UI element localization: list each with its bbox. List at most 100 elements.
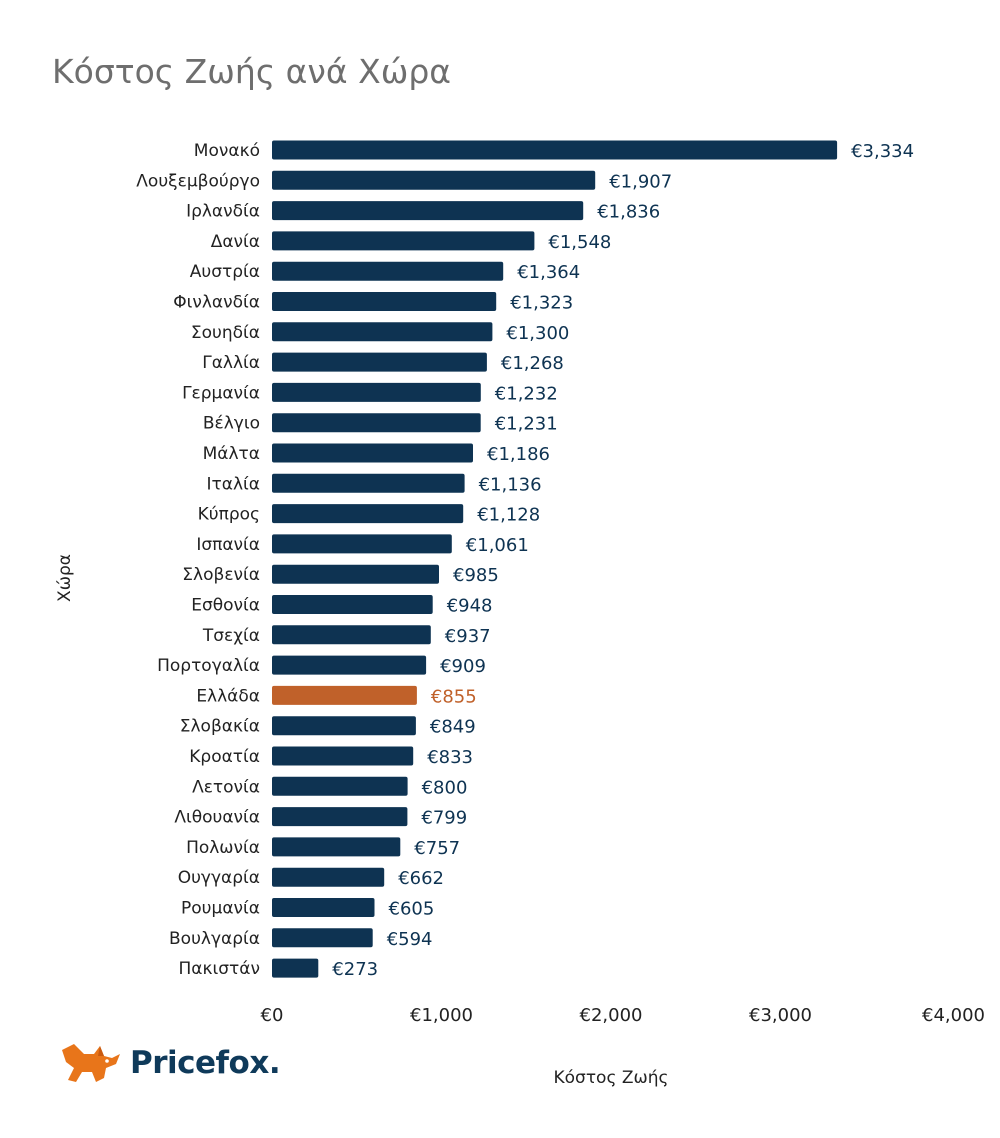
- value-label-6: €1,300: [506, 323, 569, 344]
- category-labels: Μονακό Λουξεμβούργο Ιρλανδία Δανία Αυστρία Φι…: [136, 141, 260, 979]
- x-tick-label-1: €1,000: [410, 1005, 473, 1026]
- value-label-0: €3,334: [851, 141, 914, 162]
- bar-22: [272, 807, 408, 827]
- category-label-12: Κύπρος: [198, 505, 260, 525]
- bar-10: [272, 443, 473, 463]
- bar-21: [272, 776, 408, 796]
- category-label-2: Ιρλανδία: [186, 202, 260, 222]
- category-label-20: Κροατία: [189, 747, 260, 767]
- value-label-5: €1,323: [510, 293, 573, 314]
- category-label-19: Σλοβακία: [180, 717, 260, 737]
- bar-4: [272, 261, 504, 281]
- x-tick-label-3: €3,000: [749, 1005, 812, 1026]
- bar-24: [272, 867, 385, 887]
- value-label-10: €1,186: [487, 444, 550, 465]
- value-label-2: €1,836: [597, 202, 660, 223]
- y-axis-title: Χώρα: [55, 554, 75, 602]
- bar-27: [272, 958, 319, 978]
- chart-title: Κόστος Ζωής ανά Χώρα: [52, 52, 452, 91]
- value-label-16: €937: [445, 626, 491, 647]
- value-label-14: €985: [453, 565, 499, 586]
- bar-26: [272, 928, 373, 948]
- x-tick-label-0: €0: [261, 1005, 284, 1026]
- category-label-4: Αυστρία: [190, 262, 260, 282]
- bar-9: [272, 413, 481, 433]
- value-label-23: €757: [414, 838, 460, 859]
- bar-13: [272, 534, 452, 554]
- category-label-8: Γερμανία: [182, 383, 260, 403]
- value-label-27: €273: [332, 959, 378, 980]
- pricefox-logo: Pricefox.: [60, 1040, 281, 1086]
- category-label-14: Σλοβενία: [182, 565, 260, 585]
- category-label-0: Μονακό: [194, 141, 260, 161]
- value-label-13: €1,061: [466, 535, 529, 556]
- logo-text: Pricefox.: [130, 1045, 281, 1081]
- value-label-12: €1,128: [477, 505, 540, 526]
- bar-25: [272, 898, 375, 917]
- bar-14: [272, 564, 439, 584]
- bar-19: [272, 716, 416, 736]
- value-label-15: €948: [447, 596, 493, 617]
- value-label-3: €1,548: [548, 232, 611, 253]
- bar-12: [272, 504, 464, 524]
- value-label-26: €594: [387, 929, 433, 950]
- x-axis-title: Κόστος Ζωής: [554, 1068, 669, 1088]
- bar-7: [272, 352, 487, 372]
- value-label-17: €909: [440, 656, 486, 677]
- category-label-10: Μάλτα: [203, 444, 260, 464]
- bar-6: [272, 322, 493, 342]
- value-label-21: €800: [422, 777, 468, 798]
- value-label-18: €855: [431, 686, 477, 707]
- category-label-24: Ουγγαρία: [178, 868, 260, 888]
- bar-1: [272, 170, 596, 190]
- fox-icon: [62, 1044, 120, 1082]
- bars-layer: [272, 140, 838, 978]
- x-axis-ticks: €0 €1,000 €2,000 €3,000 €4,000: [261, 1005, 985, 1026]
- bar-15: [272, 595, 433, 614]
- category-label-18: Ελλάδα: [196, 686, 260, 706]
- category-label-17: Πορτογαλία: [157, 656, 260, 676]
- category-label-1: Λουξεμβούργο: [136, 171, 260, 191]
- category-label-6: Σουηδία: [191, 323, 260, 343]
- bar-5: [272, 292, 497, 311]
- category-label-26: Βουλγαρία: [169, 929, 260, 949]
- category-label-16: Τσεχία: [202, 626, 260, 646]
- value-label-22: €799: [421, 808, 467, 829]
- value-label-11: €1,136: [479, 474, 542, 495]
- category-label-15: Εσθονία: [191, 596, 260, 616]
- category-label-9: Βέλγιο: [203, 414, 260, 434]
- value-label-19: €849: [430, 717, 476, 738]
- value-label-24: €662: [398, 868, 444, 889]
- value-labels: €3,334 €1,907 €1,836 €1,548 €1,364 €1,323 €1,3…: [332, 141, 914, 980]
- value-label-9: €1,231: [495, 414, 558, 435]
- category-label-23: Πολωνία: [186, 838, 260, 858]
- bar-2: [272, 201, 584, 221]
- value-label-4: €1,364: [517, 262, 580, 283]
- category-label-3: Δανία: [211, 232, 260, 252]
- bar-16: [272, 625, 431, 645]
- category-label-21: Λετονία: [192, 777, 260, 797]
- category-label-25: Ρουμανία: [181, 899, 260, 919]
- category-label-7: Γαλλία: [202, 353, 260, 373]
- bar-8: [272, 382, 481, 402]
- category-label-22: Λιθουανία: [174, 808, 260, 828]
- category-label-13: Ισπανία: [196, 535, 260, 555]
- category-label-27: Πακιστάν: [179, 959, 260, 979]
- category-label-5: Φινλανδία: [173, 293, 260, 313]
- value-label-20: €833: [427, 747, 473, 768]
- bar-20: [272, 746, 414, 766]
- bar-3: [272, 231, 535, 251]
- x-tick-label-2: €2,000: [580, 1005, 643, 1026]
- value-label-25: €605: [389, 899, 435, 920]
- value-label-1: €1,907: [609, 171, 672, 192]
- category-label-11: Ιταλία: [207, 474, 260, 494]
- value-label-7: €1,268: [501, 353, 564, 374]
- x-tick-label-4: €4,000: [922, 1005, 985, 1026]
- bar-18: [272, 685, 417, 705]
- bar-17: [272, 655, 427, 675]
- bar-0: [272, 140, 838, 160]
- bar-23: [272, 837, 401, 857]
- value-label-8: €1,232: [495, 383, 558, 404]
- bar-11: [272, 473, 465, 493]
